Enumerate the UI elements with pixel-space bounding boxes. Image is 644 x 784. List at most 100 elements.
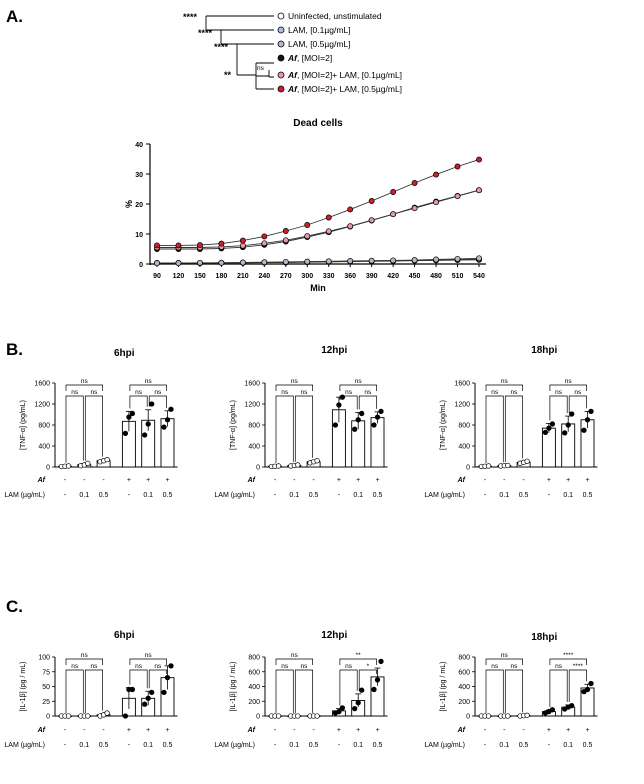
tnf_18-sig-bracket-1 [504, 395, 523, 463]
tnf_18-point-2-2 [524, 458, 530, 464]
il1b_18-ytick-2: 400 [458, 684, 470, 691]
legend-text-0: Uninfected, unstimulated [288, 11, 382, 21]
series-2-point-7 [304, 258, 311, 265]
tnf_12-point-4-0 [352, 426, 358, 432]
il1b_18-sig-bracket-3 [549, 669, 568, 708]
series-4-point-12 [411, 205, 418, 212]
il1b_18-sig-bracket-1 [504, 669, 523, 713]
legend-text-4: , [MOI=2]+ LAM, [0.1µg/mL] [297, 70, 402, 80]
il1b_12-sig-label-4: * [367, 663, 370, 670]
tnf_6-ylabel: [TNF-α] (pg/mL) [20, 400, 27, 450]
tnf_12-sig-label-2: ns [291, 378, 299, 385]
tnf_12-point-3-1 [336, 402, 342, 408]
il1b_6-sig-label-3: ns [135, 663, 143, 670]
tnf_6-lam-label: LAM (µg/mL) [4, 492, 45, 499]
il1b_12-point-3-2 [339, 705, 346, 711]
tnf_12-af-5: + [375, 477, 379, 484]
series-4-point-13 [433, 199, 440, 206]
tnf_18-lam-0: - [484, 492, 487, 499]
tnf_18-sig-bracket-2 [485, 384, 523, 391]
il1b_12-af-3: + [337, 727, 341, 734]
il1b_6-sig-bracket-0 [65, 669, 84, 713]
line-ytick-3: 30 [135, 172, 143, 179]
il1b_12-lam-3: - [338, 742, 341, 749]
tnf_12-lam-3: - [338, 492, 341, 499]
line-xtick-2: 150 [194, 273, 206, 280]
legend-text-3: , [MOI=2] [297, 53, 332, 63]
tnf_18-point-4-2 [569, 411, 575, 417]
legend-marker-2 [277, 40, 285, 48]
line-ylabel: % [124, 200, 134, 208]
il1b_6-lam-0: - [64, 742, 67, 749]
series-2-point-0 [154, 260, 160, 267]
series-5-point-12 [411, 180, 418, 186]
il1b_6-sig-bracket-5 [129, 658, 167, 665]
il1b_12-af-2: - [312, 727, 315, 734]
series-5-point-0 [154, 242, 160, 249]
tnf_6-point-4-0 [142, 432, 148, 438]
line-xtick-3: 180 [216, 273, 228, 280]
il1b_18-sig-label-0: ns [491, 663, 499, 670]
tnf_6-point-3-0 [122, 430, 129, 437]
il1b_12-point-4-1 [355, 700, 361, 706]
tnf_18-sig-bracket-0 [485, 395, 504, 463]
tnf_18-sig-label-3: ns [555, 389, 563, 396]
il1b_12-lam-5: 0.5 [373, 742, 383, 749]
tnf_18-af-2: - [522, 477, 525, 484]
il1b_6-af-0: - [64, 727, 67, 734]
tnf_18-af-5: + [585, 477, 589, 484]
series-4-point-11 [390, 211, 397, 218]
tnf_18-point-4-1 [565, 422, 571, 428]
series-5-point-10 [368, 198, 375, 204]
tnf_6-sig-bracket-3 [129, 395, 148, 409]
tnf_12-point-3-0 [332, 422, 339, 428]
il1b_6-lam-3: - [128, 742, 131, 749]
il1b_12-point-0-2 [275, 713, 282, 719]
tnf_12-af-label: Af [247, 477, 256, 484]
il1b_6-lam-4: 0.1 [143, 742, 153, 749]
il1b_12-sig-bracket-5 [339, 658, 377, 665]
il1b_18-af-5: + [585, 727, 589, 734]
tnf_12-sig-label-0: ns [281, 389, 289, 396]
tree-sig-1: **** [183, 12, 198, 22]
line-xtick-6: 270 [280, 273, 292, 280]
tnf_6-af-4: + [146, 477, 150, 484]
tnf_6-sig-bracket-4 [148, 395, 167, 408]
tnf_6-ytick-4: 1600 [34, 381, 50, 388]
tnf_12-lam-0: - [274, 492, 277, 499]
tnf_18-sig-label-5: ns [565, 378, 573, 385]
bar-chart-tnf_6: 6hpi 0 400 800 1200 1600 [TNF-α] (pg/mL) - - - 0.1… [4, 348, 178, 499]
tnf_6-point-5-1 [164, 417, 171, 423]
line-xtick-4: 210 [237, 273, 249, 280]
tnf_12-point-5-1 [374, 414, 381, 420]
bar-chart-il1b_12: 12hpi 0 200 400 600 800 [IL-1β] (pg / mL) - - - 0.… [214, 630, 388, 749]
tnf_6-sig-label-5: ns [145, 378, 153, 385]
il1b_6-ylabel: [IL-1β] (pg / mL) [20, 662, 27, 712]
il1b_6-ytick-3: 75 [42, 669, 50, 676]
legend-label-0: Uninfected, unstimulated [288, 11, 382, 21]
il1b_6-af-2: - [102, 727, 105, 734]
il1b_12-point-4-0 [352, 705, 358, 712]
il1b_6-sig-label-1: ns [91, 663, 99, 670]
tnf_12-ylabel: [TNF-α] (pg/mL) [230, 400, 237, 450]
series-5-point-2 [196, 242, 203, 249]
il1b_6-ytick-2: 50 [42, 684, 50, 691]
line-chart-title: Dead cells [293, 118, 343, 129]
il1b_6-sig-label-0: ns [71, 663, 79, 670]
il1b_18-ytick-0: 0 [466, 714, 470, 721]
il1b_12-sig-label-3: ns [345, 663, 353, 670]
il1b_18-point-0-2 [485, 713, 492, 719]
series-4-point-6 [282, 237, 289, 244]
tnf_6-af-2: - [102, 477, 105, 484]
series-4-point-7 [304, 233, 311, 240]
legend-marker-3 [277, 54, 285, 62]
tnf_18-lam-2: 0.5 [519, 492, 529, 499]
line-xtick-0: 90 [153, 273, 161, 280]
tnf_12-sig-label-4: ns [364, 389, 372, 396]
tnf_6-sig-bracket-5 [129, 384, 167, 391]
il1b_12-af-0: - [274, 727, 277, 734]
series-4-point-8 [325, 228, 332, 235]
legend-tree: **** **** **** ** ns Uninfected, unstimu… [183, 11, 402, 94]
il1b_12-sig-bracket-4 [358, 669, 377, 691]
